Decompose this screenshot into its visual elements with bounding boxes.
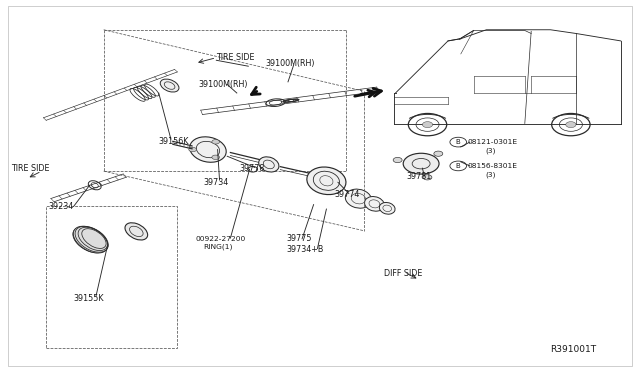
Circle shape	[403, 153, 439, 174]
Text: 39781: 39781	[406, 172, 431, 181]
Text: 39734: 39734	[204, 178, 228, 187]
Ellipse shape	[346, 189, 371, 208]
Circle shape	[434, 151, 443, 156]
Text: 39156K: 39156K	[159, 137, 189, 146]
Text: 39778: 39778	[239, 164, 265, 173]
Circle shape	[212, 155, 220, 160]
Text: 39100M(RH): 39100M(RH)	[198, 80, 248, 89]
Text: 08121-0301E: 08121-0301E	[467, 139, 517, 145]
Ellipse shape	[125, 223, 148, 240]
Text: TIRE SIDE: TIRE SIDE	[12, 164, 50, 173]
Text: 39734+B: 39734+B	[286, 245, 323, 254]
Text: RING(1): RING(1)	[204, 243, 233, 250]
Ellipse shape	[259, 157, 279, 172]
Circle shape	[566, 122, 576, 128]
Text: TIRE SIDE: TIRE SIDE	[216, 53, 255, 62]
Text: R391001T: R391001T	[550, 345, 596, 354]
Text: DIFF SIDE: DIFF SIDE	[384, 269, 422, 278]
Text: B: B	[456, 163, 461, 169]
Circle shape	[393, 157, 402, 163]
Ellipse shape	[190, 137, 226, 162]
Ellipse shape	[380, 202, 395, 214]
Text: 39100M(RH): 39100M(RH)	[266, 60, 315, 68]
Text: 39774: 39774	[334, 190, 360, 199]
Ellipse shape	[365, 196, 384, 211]
Text: 08156-8301E: 08156-8301E	[467, 163, 517, 169]
Ellipse shape	[307, 167, 346, 195]
Bar	[46, 206, 177, 348]
Text: (3): (3)	[485, 148, 495, 154]
Ellipse shape	[160, 79, 179, 92]
Text: 39234: 39234	[48, 202, 73, 211]
Circle shape	[189, 147, 196, 152]
Circle shape	[423, 175, 432, 180]
Text: (3): (3)	[485, 171, 495, 178]
Text: 00922-27200: 00922-27200	[195, 236, 246, 242]
Circle shape	[422, 122, 433, 128]
Text: 39775: 39775	[286, 234, 312, 243]
Text: B: B	[456, 139, 461, 145]
Text: 39155K: 39155K	[74, 294, 104, 303]
Circle shape	[212, 140, 220, 144]
Ellipse shape	[73, 226, 108, 253]
